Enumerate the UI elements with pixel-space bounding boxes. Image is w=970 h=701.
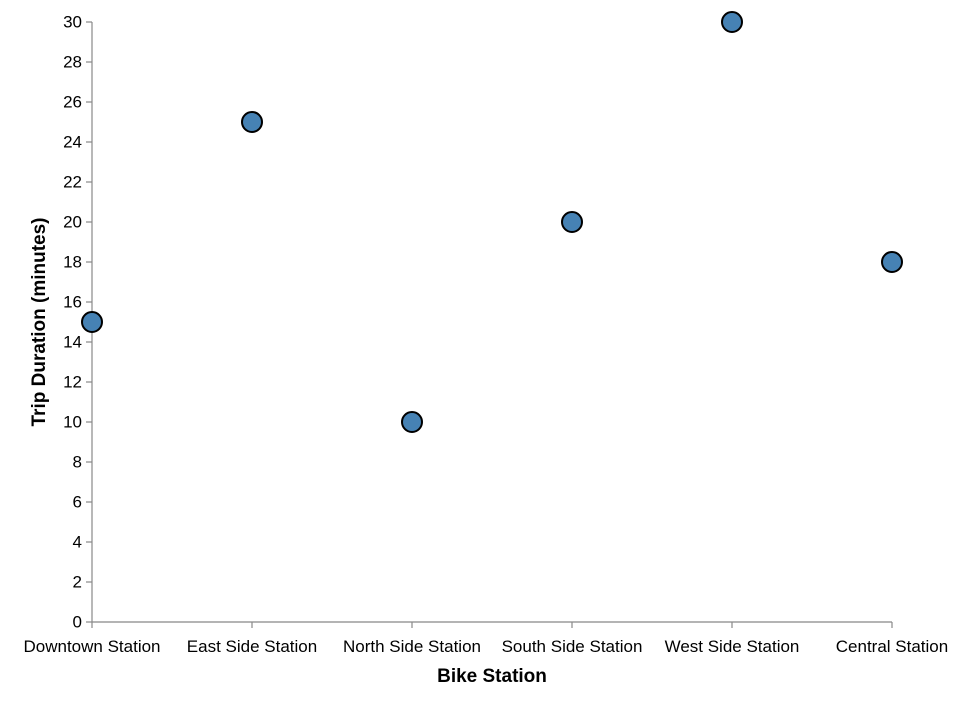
y-tick-label: 26 [63,93,82,112]
data-point [81,311,103,333]
y-tick-label: 12 [63,373,82,392]
data-point [241,111,263,133]
x-tick-label: South Side Station [502,637,643,656]
y-tick-label: 20 [63,213,82,232]
data-point [721,11,743,33]
x-tick-label: North Side Station [343,637,481,656]
x-tick-label: Central Station [836,637,948,656]
y-tick-label: 10 [63,413,82,432]
y-tick-label: 2 [73,573,82,592]
y-tick-label: 0 [73,613,82,632]
data-point [561,211,583,233]
y-tick-label: 28 [63,53,82,72]
y-tick-label: 30 [63,13,82,32]
data-points [81,11,903,433]
y-tick-label: 8 [73,453,82,472]
x-tick-label: Downtown Station [23,637,160,656]
y-tick-label: 22 [63,173,82,192]
data-point [401,411,423,433]
x-axis: Downtown Station East Side Station North S… [23,621,948,656]
x-tick-label: East Side Station [187,637,317,656]
x-tick-label: West Side Station [665,637,800,656]
y-tick-label: 4 [73,533,82,552]
y-tick-label: 14 [63,333,82,352]
x-axis-title: Bike Station [437,666,547,687]
data-point [881,251,903,273]
y-axis-title: Trip Duration (minutes) [29,218,50,427]
y-tick-label: 6 [73,493,82,512]
y-tick-label: 18 [63,253,82,272]
y-tick-label: 24 [63,133,82,152]
y-tick-label: 16 [63,293,82,312]
